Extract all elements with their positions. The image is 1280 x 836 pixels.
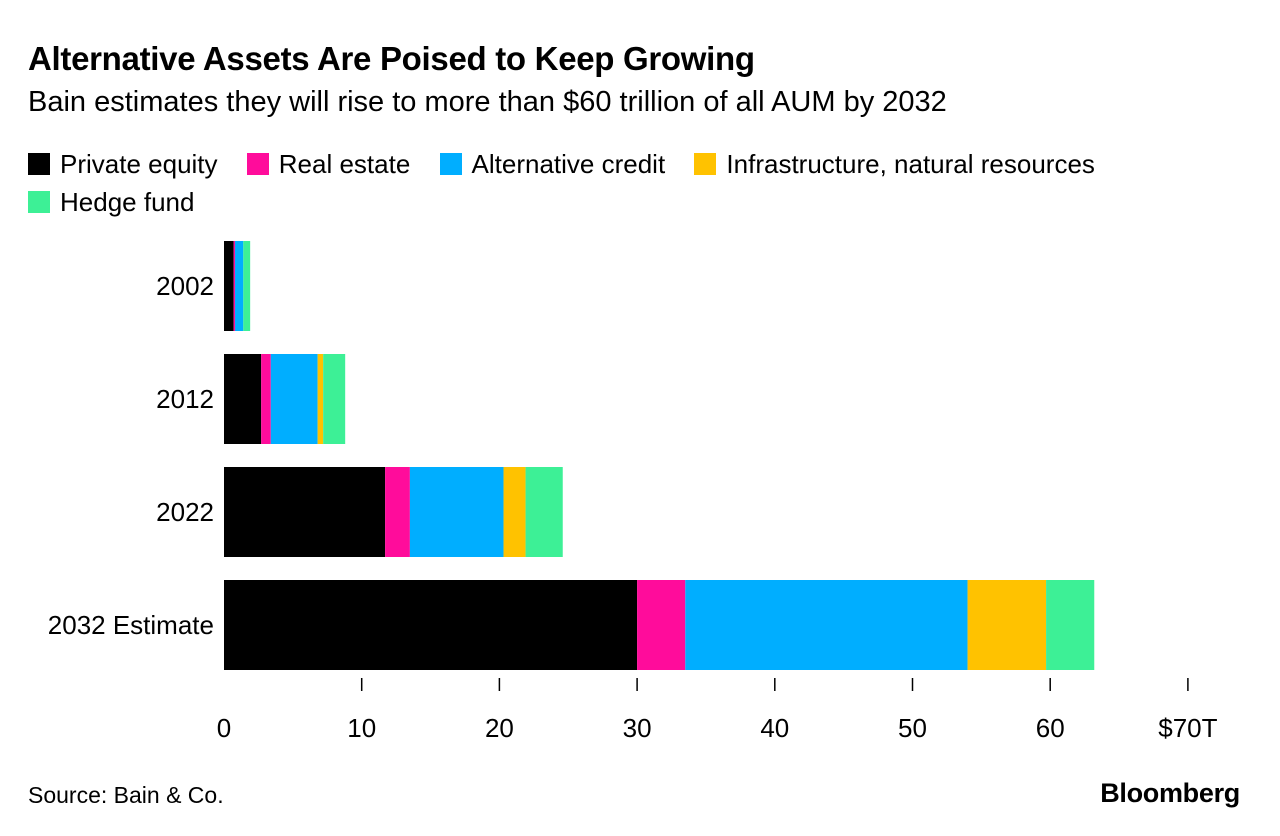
bar-segment: [243, 241, 251, 331]
bar-segment: [637, 580, 686, 670]
legend-label: Hedge fund: [60, 187, 195, 217]
legend-item-hedge-fund: Hedge fund: [28, 184, 194, 220]
category-label: 2032 Estimate: [48, 610, 214, 640]
category-labels-group: 2002 2012 2022 2032 Estimate: [48, 271, 214, 640]
legend-swatch: [694, 153, 717, 175]
x-axis: 0 10 20 30 40 50 60 $70T: [217, 678, 1218, 743]
legend: Private equity Real estate Alternative c…: [28, 146, 1228, 222]
bloomberg-logo: Bloomberg: [1100, 778, 1240, 808]
bar-segment: [224, 241, 234, 331]
bar-segment: [525, 467, 563, 557]
legend-swatch: [246, 153, 269, 175]
bar-segment: [1046, 580, 1095, 670]
legend-swatch: [28, 153, 50, 175]
x-tick-label: $70T: [1158, 713, 1217, 743]
category-label: 2012: [156, 384, 214, 414]
bar-segment: [270, 354, 318, 444]
legend-item-real-estate: Real estate: [246, 146, 411, 182]
x-tick-label: 20: [485, 713, 514, 743]
legend-swatch: [28, 191, 50, 213]
chart-subtitle: Bain estimates they will rise to more th…: [28, 86, 947, 118]
x-tick-label: 30: [623, 713, 652, 743]
legend-item-infrastructure: Infrastructure, natural resources: [694, 146, 1095, 182]
chart-title: Alternative Assets Are Poised to Keep Gr…: [28, 40, 755, 77]
x-tick-label: 50: [898, 713, 927, 743]
bar-segment: [235, 241, 244, 331]
legend-item-alternative-credit: Alternative credit: [439, 146, 666, 182]
legend-item-private-equity: Private equity: [28, 146, 218, 182]
legend-label: Private equity: [60, 149, 218, 179]
legend-label: Real estate: [278, 149, 411, 179]
bar-segment: [224, 354, 262, 444]
bar-segment: [323, 354, 346, 444]
bar-segment: [317, 354, 324, 444]
legend-label: Alternative credit: [471, 149, 666, 179]
legend-label: Infrastructure, natural resources: [726, 149, 1095, 179]
bars-group: [224, 241, 1095, 670]
bar-segment: [224, 580, 638, 670]
x-tick-label: 40: [760, 713, 789, 743]
bar-segment: [233, 241, 236, 331]
category-label: 2002: [156, 271, 214, 301]
bar-segment: [685, 580, 968, 670]
bar-segment: [224, 467, 386, 557]
bar-segment: [967, 580, 1047, 670]
x-tick-label: 60: [1036, 713, 1065, 743]
legend-swatch: [439, 153, 462, 175]
bar-segment: [503, 467, 526, 557]
x-tick-label: 0: [217, 713, 231, 743]
source-note: Source: Bain & Co.: [28, 782, 224, 808]
bar-segment: [385, 467, 410, 557]
category-label: 2022: [156, 497, 214, 527]
x-tick-label: 10: [347, 713, 376, 743]
bar-segment: [261, 354, 271, 444]
bar-segment: [409, 467, 504, 557]
